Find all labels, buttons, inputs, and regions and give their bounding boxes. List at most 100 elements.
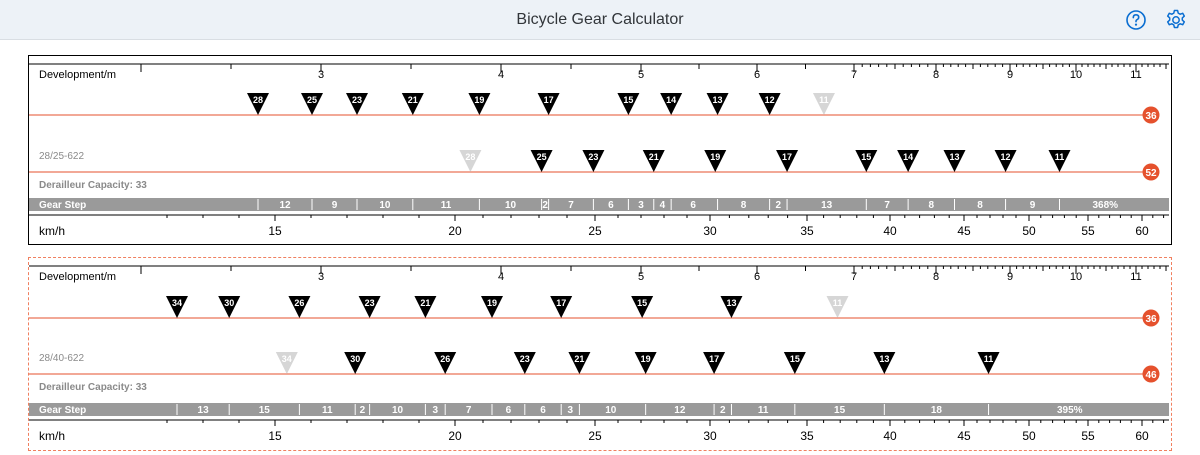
cog-label: 11 — [984, 354, 994, 364]
cog-marker-21[interactable]: 21 — [642, 150, 665, 172]
cog-triangle — [873, 352, 896, 374]
gear-step-value: 11 — [322, 405, 333, 416]
development-tick-label: 10 — [1070, 271, 1082, 283]
cog-marker-12[interactable]: 12 — [758, 93, 781, 115]
cog-label: 15 — [623, 95, 633, 105]
cog-triangle — [783, 352, 806, 374]
cog-marker-11[interactable]: 11 — [826, 296, 849, 318]
cog-triangle — [812, 93, 835, 115]
gear-step-value: 8 — [977, 200, 983, 211]
cog-marker-11[interactable]: 11 — [812, 93, 835, 115]
gear-step-value: 6 — [608, 200, 614, 211]
help-button[interactable] — [1123, 7, 1149, 33]
cog-triangle — [704, 150, 727, 172]
gear-step-value: 8 — [741, 200, 747, 211]
chainring-badge-36[interactable]: 36 — [1142, 309, 1160, 327]
cog-marker-26[interactable]: 26 — [434, 352, 457, 374]
cog-marker-15[interactable]: 15 — [783, 352, 806, 374]
cog-marker-17[interactable]: 17 — [776, 150, 799, 172]
cog-marker-34[interactable]: 34 — [275, 352, 298, 374]
cog-marker-14[interactable]: 14 — [660, 93, 683, 115]
cog-marker-23[interactable]: 23 — [358, 296, 381, 318]
cog-triangle — [703, 352, 726, 374]
gear-step-value: 12 — [279, 200, 291, 211]
cog-marker-19[interactable]: 19 — [481, 296, 503, 318]
cog-marker-25[interactable]: 25 — [530, 150, 553, 172]
cog-triangle — [642, 150, 665, 172]
development-tick-label: 3 — [318, 69, 324, 81]
cog-triangle — [468, 93, 491, 115]
cog-marker-21[interactable]: 21 — [414, 296, 437, 318]
cog-marker-17[interactable]: 17 — [550, 296, 573, 318]
gear-step-value: 7 — [884, 200, 890, 211]
cog-marker-19[interactable]: 19 — [634, 352, 657, 374]
cog-marker-23[interactable]: 23 — [582, 150, 605, 172]
cog-marker-15[interactable]: 15 — [617, 93, 640, 115]
cog-marker-25[interactable]: 25 — [301, 93, 323, 115]
cog-marker-26[interactable]: 26 — [288, 296, 311, 318]
cog-marker-17[interactable]: 17 — [537, 93, 560, 115]
gear-step-value: 3 — [638, 200, 644, 211]
development-tick-label: 7 — [851, 271, 857, 283]
gear-step-background — [29, 198, 1169, 211]
cog-marker-21[interactable]: 21 — [568, 352, 591, 374]
development-tick-label: 6 — [754, 271, 760, 283]
chainring-badge-52[interactable]: 52 — [1142, 163, 1160, 181]
cog-triangle — [582, 150, 605, 172]
cog-label: 25 — [307, 95, 317, 105]
gear-step-value: 368% — [1092, 200, 1118, 211]
settings-icon — [1166, 9, 1186, 29]
gear-step-bar: Gear Step 13 15 11 2 10 3 7 6 6 3 10 12 2 11 15 18 395% — [29, 403, 1169, 416]
cog-marker-11[interactable]: 11 — [977, 352, 1000, 374]
chainring-badge-circle — [1142, 106, 1160, 124]
cog-marker-13[interactable]: 13 — [706, 93, 729, 115]
speed-tick-label: 55 — [1081, 224, 1095, 238]
cog-marker-30[interactable]: 30 — [344, 352, 367, 374]
cog-marker-15[interactable]: 15 — [631, 296, 654, 318]
settings-button[interactable] — [1163, 7, 1189, 33]
cog-marker-30[interactable]: 30 — [218, 296, 241, 318]
speed-axis-label: km/h — [39, 224, 65, 238]
speed-tick-label: 45 — [957, 224, 971, 238]
speed-tick-label: 20 — [448, 429, 462, 443]
cog-marker-13[interactable]: 13 — [720, 296, 743, 318]
cog-marker-28[interactable]: 28 — [247, 93, 269, 115]
cog-label: 13 — [879, 354, 889, 364]
chainring-badge-46[interactable]: 46 — [1142, 365, 1160, 383]
cog-triangle — [758, 93, 781, 115]
cog-marker-19[interactable]: 19 — [704, 150, 727, 172]
cog-triangle — [720, 296, 743, 318]
chainring-badge-36[interactable]: 36 — [1142, 106, 1160, 124]
cog-marker-21[interactable]: 21 — [401, 93, 424, 115]
cog-marker-34[interactable]: 34 — [166, 296, 188, 318]
cog-triangle — [401, 93, 424, 115]
cog-marker-23[interactable]: 23 — [513, 352, 536, 374]
development-axis-label: Development/m — [39, 69, 116, 81]
gear-step-value: 7 — [466, 405, 472, 416]
cog-marker-23[interactable]: 23 — [346, 93, 368, 115]
cog-triangle — [660, 93, 683, 115]
cog-marker-12[interactable]: 12 — [994, 150, 1017, 172]
cog-label: 12 — [1001, 152, 1011, 162]
cog-label: 11 — [1055, 152, 1065, 162]
cog-label: 13 — [726, 298, 736, 308]
development-tick-label: 9 — [1007, 271, 1013, 283]
gear-step-value: 12 — [674, 405, 686, 416]
cog-marker-14[interactable]: 14 — [897, 150, 920, 172]
gear-step-value: 15 — [259, 405, 271, 416]
development-tick-label: 8 — [933, 69, 939, 81]
cog-marker-17[interactable]: 17 — [703, 352, 726, 374]
cog-marker-19[interactable]: 19 — [468, 93, 491, 115]
cog-marker-28[interactable]: 28 — [459, 150, 482, 172]
cog-marker-13[interactable]: 13 — [943, 150, 966, 172]
cog-triangle — [513, 352, 536, 374]
cog-marker-13[interactable]: 13 — [873, 352, 896, 374]
cog-label: 17 — [709, 354, 719, 364]
gear-step-value: 3 — [433, 405, 439, 416]
cog-marker-15[interactable]: 15 — [855, 150, 878, 172]
app-header: Bicycle Gear Calculator — [0, 0, 1200, 40]
speed-tick-label: 15 — [268, 224, 282, 238]
cog-label: 23 — [588, 152, 598, 162]
cog-marker-11[interactable]: 11 — [1048, 150, 1071, 172]
